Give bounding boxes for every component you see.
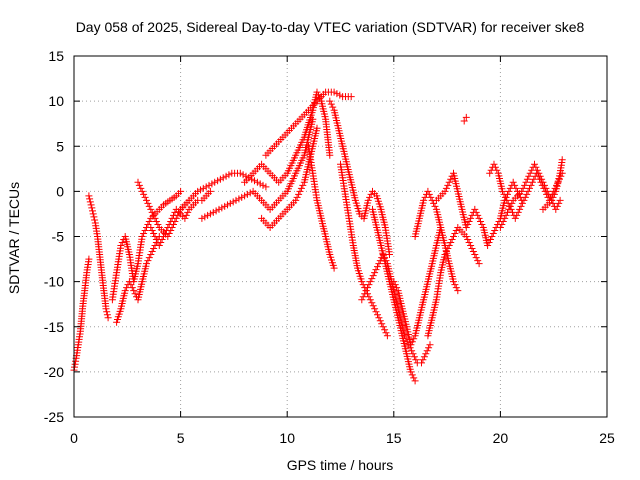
chart-title: Day 058 of 2025, Sidereal Day-to-day VTE… <box>76 19 585 35</box>
series-arc-4 <box>113 233 163 326</box>
axis-ticks: 0 5 10 15 20 25 -25 -20 -15 -10 -5 0 5 10 15 <box>44 48 615 446</box>
data-point-markers <box>539 156 566 213</box>
x-tick-label: 20 <box>493 430 509 446</box>
data-point-markers <box>369 205 419 385</box>
y-tick-label: -20 <box>44 364 64 380</box>
y-tick-label: 5 <box>56 138 64 154</box>
y-tick-label: 10 <box>48 93 64 109</box>
series-arc-10 <box>258 124 321 231</box>
data-point-markers <box>258 124 321 231</box>
series-arc-16 <box>369 205 419 385</box>
y-tick-label: -15 <box>44 319 64 335</box>
y-tick-label: 15 <box>48 48 64 64</box>
series-arc-14 <box>337 160 391 340</box>
data-point-markers <box>424 224 483 340</box>
data-marks <box>70 88 566 385</box>
series-arc-23 <box>496 160 564 231</box>
y-tick-label: -5 <box>52 229 65 245</box>
x-tick-label: 5 <box>177 430 185 446</box>
data-point-markers <box>262 88 355 159</box>
series-arc-11 <box>262 88 355 159</box>
x-axis-title: GPS time / hours <box>287 457 394 473</box>
series-arc-8 <box>198 115 317 222</box>
series-arc-18 <box>411 187 462 295</box>
y-tick-label: -10 <box>44 274 64 290</box>
series-arc-24 <box>539 156 566 213</box>
data-point-markers <box>108 187 185 304</box>
series-arc-17 <box>390 224 445 349</box>
data-point-markers <box>460 113 470 125</box>
y-tick-label: 0 <box>56 183 64 199</box>
series-arc-20 <box>432 169 526 249</box>
x-tick-label: 10 <box>279 430 295 446</box>
series-arc-12 <box>305 142 338 272</box>
x-tick-label: 25 <box>599 430 615 446</box>
data-point-markers <box>496 160 564 231</box>
series-arc-13 <box>326 97 393 258</box>
data-point-markers <box>241 88 334 186</box>
y-axis-title: SDTVAR / TECUs <box>6 182 22 294</box>
series-arc-3 <box>108 187 185 304</box>
data-point-markers <box>326 97 393 258</box>
data-point-markers <box>177 169 270 213</box>
series-arc-7 <box>177 169 270 213</box>
data-point-markers <box>147 187 214 249</box>
data-point-markers <box>411 187 462 295</box>
series-arc-6 <box>147 187 214 249</box>
series-arc-9 <box>241 88 334 186</box>
x-tick-label: 15 <box>386 430 402 446</box>
series-arc-2 <box>85 192 112 322</box>
y-tick-label: -25 <box>44 409 64 425</box>
series-arc-19 <box>424 224 483 340</box>
data-point-markers <box>337 160 391 340</box>
series-arc-21 <box>460 113 470 125</box>
data-point-markers <box>198 115 317 222</box>
x-tick-label: 0 <box>70 430 78 446</box>
data-point-markers <box>113 233 163 326</box>
data-point-markers <box>305 142 338 272</box>
data-point-markers <box>390 224 445 349</box>
data-point-markers <box>432 169 526 249</box>
data-point-markers <box>85 192 112 322</box>
